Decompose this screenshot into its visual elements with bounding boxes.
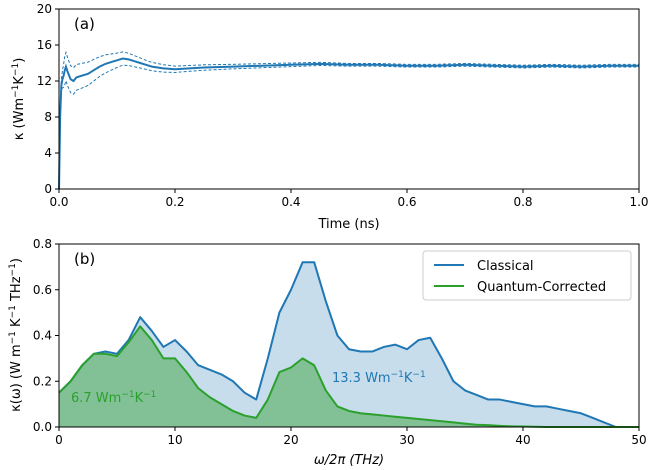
panel-a-y-tick-label: 4 — [44, 146, 52, 160]
panel-a-y-tick-label: 0 — [44, 182, 52, 196]
legend: Classical Quantum-Corrected — [422, 250, 632, 301]
panel-b-x-tick-label: 10 — [167, 433, 182, 447]
panel-a-x-ticks: 0.0 0.2 0.4 0.6 0.8 1.0 — [49, 189, 649, 209]
panel-a-frame — [58, 8, 640, 190]
classical-total-annotation: 13.3 Wm−1K−1 — [332, 370, 426, 386]
panel-b-x-tick-label: 30 — [399, 433, 414, 447]
panel-b-y-axis-label: κ(ω) (W m−1 K−1 THz−1) — [8, 258, 24, 412]
quantum-annotation-part-1: −1 — [121, 390, 134, 400]
panel-b: 0 10 20 30 40 50 0.0 0.2 0.4 0.6 0.8 (b) ω/2π (TH… — [8, 237, 647, 468]
panel-a-y-tick-label: 16 — [37, 38, 52, 52]
legend-classical-label: Classical — [477, 259, 534, 274]
panel-a-x-tick-label: 0.6 — [397, 195, 416, 209]
panel-b-y-tick-label: 0.4 — [33, 329, 52, 343]
panel-a-y-tick-label: 8 — [44, 110, 52, 124]
panel-b-label: (b) — [74, 250, 95, 268]
panel-a-x-tick-label: 0.2 — [165, 195, 184, 209]
quantum-total-annotation: 6.7 Wm−1K−1 — [71, 390, 156, 406]
y-label-a-part-2: −1 — [11, 85, 21, 98]
panel-b-x-ticks: 0 10 20 30 40 50 — [55, 427, 647, 447]
panel-a: 0.0 0.2 0.4 0.6 0.8 1.0 0 4 8 12 16 20 (a) Time (n… — [11, 2, 649, 232]
y-label-b-part-2: K — [9, 318, 24, 331]
y-label-a-part-3: K — [12, 76, 27, 85]
panel-b-x-tick-label: 50 — [631, 433, 646, 447]
quantum-annotation-part-2: K — [135, 391, 144, 406]
y-label-a-part-4: −1 — [11, 63, 21, 76]
panel-a-x-axis-label: Time (ns) — [317, 217, 379, 232]
panel-b-y-tick-label: 0.8 — [33, 237, 52, 251]
y-label-a-part-5: ) — [12, 58, 27, 63]
y-label-b-part-1: −1 — [8, 331, 18, 344]
y-label-b-part-6: ) — [9, 258, 24, 263]
panel-a-y-axis-label: κ (Wm−1K−1) — [11, 58, 27, 141]
kappa-upper-bound-line — [58, 50, 639, 190]
classical-area-fill — [59, 262, 639, 427]
y-label-a-part-1: (Wm — [12, 98, 27, 133]
classical-annotation-part-0: 13.3 Wm — [332, 371, 391, 386]
panel-b-x-tick-label: 40 — [515, 433, 530, 447]
panel-b-y-ticks: 0.0 0.2 0.4 0.6 0.8 — [33, 237, 59, 434]
quantum-area-fill — [59, 326, 639, 427]
panel-b-x-axis-label: ω/2π (THz) — [314, 453, 384, 468]
panel-b-y-tick-label: 0.6 — [33, 283, 52, 297]
panel-a-plot-area — [58, 50, 639, 190]
panel-a-y-tick-label: 20 — [37, 2, 52, 16]
kappa-lower-bound-line — [58, 64, 639, 190]
panel-a-label: (a) — [74, 15, 95, 33]
y-label-b-part-3: −1 — [8, 305, 18, 318]
panel-b-y-tick-label: 0.0 — [33, 420, 52, 434]
panel-b-y-tick-label: 0.2 — [33, 374, 52, 388]
y-label-a-part-0: κ — [12, 132, 27, 140]
panel-a-y-ticks: 0 4 8 12 16 20 — [37, 2, 59, 196]
y-label-b-part-5: −1 — [8, 263, 18, 276]
legend-box — [422, 250, 632, 301]
panel-a-x-tick-label: 0.4 — [281, 195, 300, 209]
quantum-annotation-part-3: −1 — [143, 390, 156, 400]
classical-annotation-part-1: −1 — [391, 370, 404, 380]
panel-a-x-tick-label: 0.0 — [49, 195, 68, 209]
panel-a-y-tick-label: 12 — [37, 74, 52, 88]
kappa-mean-line — [58, 57, 639, 190]
y-label-b-part-0: κ(ω) (W m — [9, 344, 24, 412]
classical-annotation-part-2: K — [404, 371, 413, 386]
panel-b-x-tick-label: 20 — [283, 433, 298, 447]
quantum-annotation-part-0: 6.7 Wm — [71, 391, 121, 406]
classical-spectrum-line — [58, 261, 639, 428]
panel-b-frame — [58, 243, 640, 428]
y-label-b-part-4: THz — [9, 276, 24, 305]
panel-a-x-tick-label: 0.8 — [513, 195, 532, 209]
panel-a-x-tick-label: 1.0 — [629, 195, 648, 209]
legend-quantum-label: Quantum-Corrected — [477, 280, 606, 295]
classical-annotation-part-3: −1 — [412, 370, 425, 380]
panel-b-x-tick-label: 0 — [55, 433, 63, 447]
